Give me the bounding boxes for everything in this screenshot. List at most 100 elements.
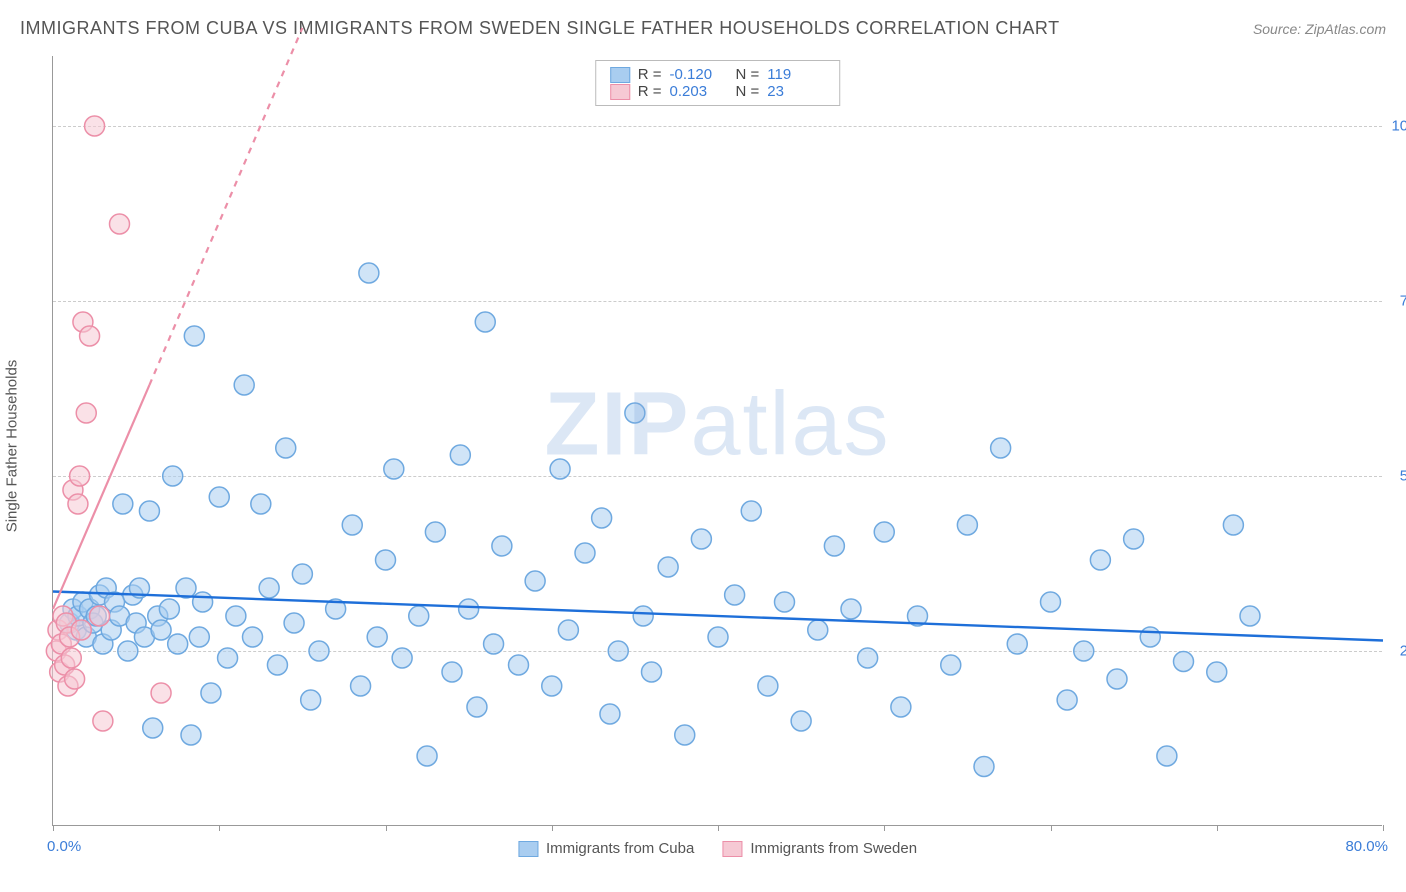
data-point (708, 627, 728, 647)
data-point (1140, 627, 1160, 647)
x-tick (718, 825, 719, 831)
data-point (85, 116, 105, 136)
data-point (71, 620, 91, 640)
swatch-cuba-bottom (518, 841, 538, 857)
x-tick (53, 825, 54, 831)
swatch-sweden (610, 84, 630, 100)
data-point (143, 718, 163, 738)
x-tick (1051, 825, 1052, 831)
x-tick (219, 825, 220, 831)
data-point (168, 634, 188, 654)
data-point (858, 648, 878, 668)
data-point (725, 585, 745, 605)
data-point (65, 669, 85, 689)
data-point (1074, 641, 1094, 661)
data-point (808, 620, 828, 640)
regression-line (149, 28, 302, 385)
data-point (163, 466, 183, 486)
data-point (181, 725, 201, 745)
y-tick-label: 2.5% (1386, 643, 1406, 660)
data-point (492, 536, 512, 556)
y-axis-label: Single Father Households (4, 360, 21, 533)
data-point (509, 655, 529, 675)
x-max-label: 80.0% (1345, 838, 1388, 855)
x-tick (1383, 825, 1384, 831)
data-point (376, 550, 396, 570)
stats-row-sweden: R = 0.203 N = 23 (610, 83, 826, 100)
data-point (90, 606, 110, 626)
stats-row-cuba: R = -0.120 N = 119 (610, 66, 826, 83)
x-tick (552, 825, 553, 831)
y-tick-label: 10.0% (1386, 118, 1406, 135)
legend-item-sweden: Immigrants from Sweden (722, 840, 917, 857)
data-point (791, 711, 811, 731)
data-point (392, 648, 412, 668)
data-point (118, 641, 138, 661)
x-tick (1217, 825, 1218, 831)
x-tick (386, 825, 387, 831)
data-point (151, 620, 171, 640)
data-point (874, 522, 894, 542)
data-point (1174, 652, 1194, 672)
data-point (309, 641, 329, 661)
data-point (139, 501, 159, 521)
data-point (608, 641, 628, 661)
data-point (1057, 690, 1077, 710)
data-point (575, 543, 595, 563)
data-point (425, 522, 445, 542)
data-point (218, 648, 238, 668)
title-bar: IMMIGRANTS FROM CUBA VS IMMIGRANTS FROM … (20, 18, 1386, 39)
data-point (691, 529, 711, 549)
data-point (974, 757, 994, 777)
data-point (189, 627, 209, 647)
data-point (991, 438, 1011, 458)
data-point (80, 326, 100, 346)
chart-title: IMMIGRANTS FROM CUBA VS IMMIGRANTS FROM … (20, 18, 1060, 39)
data-point (600, 704, 620, 724)
data-point (251, 494, 271, 514)
data-point (824, 536, 844, 556)
data-point (70, 466, 90, 486)
data-point (741, 501, 761, 521)
data-point (226, 606, 246, 626)
data-point (1157, 746, 1177, 766)
data-point (658, 557, 678, 577)
x-tick (884, 825, 885, 831)
data-point (475, 312, 495, 332)
data-point (110, 214, 130, 234)
y-tick-label: 7.5% (1386, 293, 1406, 310)
data-point (450, 445, 470, 465)
data-point (359, 263, 379, 283)
data-point (941, 655, 961, 675)
data-point (459, 599, 479, 619)
x-min-label: 0.0% (47, 838, 81, 855)
data-point (633, 606, 653, 626)
data-point (592, 508, 612, 528)
plot-area: 2.5%5.0%7.5%10.0% ZIPatlas R = -0.120 N … (52, 56, 1382, 826)
data-point (409, 606, 429, 626)
data-point (1041, 592, 1061, 612)
data-point (442, 662, 462, 682)
legend-item-cuba: Immigrants from Cuba (518, 840, 694, 857)
data-point (301, 690, 321, 710)
data-point (775, 592, 795, 612)
data-point (276, 438, 296, 458)
scatter-svg (53, 56, 1382, 825)
data-point (193, 592, 213, 612)
data-point (558, 620, 578, 640)
data-point (267, 655, 287, 675)
data-point (367, 627, 387, 647)
data-point (259, 578, 279, 598)
data-point (61, 648, 81, 668)
data-point (1090, 550, 1110, 570)
bottom-legend: Immigrants from Cuba Immigrants from Swe… (518, 840, 917, 857)
data-point (758, 676, 778, 696)
data-point (1107, 669, 1127, 689)
data-point (201, 683, 221, 703)
data-point (1240, 606, 1260, 626)
data-point (93, 711, 113, 731)
swatch-sweden-bottom (722, 841, 742, 857)
data-point (550, 459, 570, 479)
data-point (243, 627, 263, 647)
data-point (642, 662, 662, 682)
